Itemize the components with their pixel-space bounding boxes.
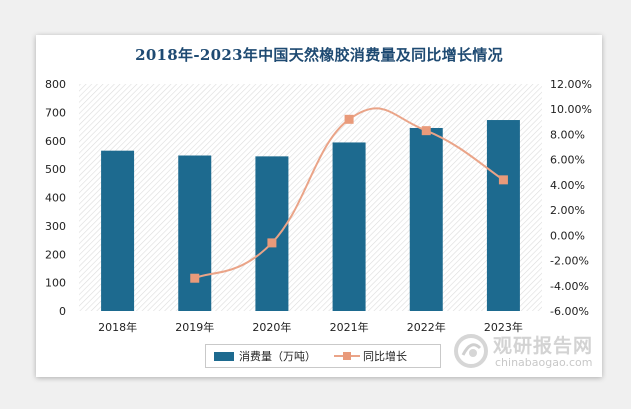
y-right-tick-label: -4.00% — [550, 280, 589, 293]
legend-swatch-bar — [214, 351, 234, 361]
y-right-tick-label: 10.00% — [550, 103, 592, 116]
y-right-tick-label: 0.00% — [550, 229, 585, 242]
bar-2018年 — [101, 150, 135, 311]
y-right-tick-label: -2.00% — [550, 255, 589, 268]
x-tick-label: 2020年 — [252, 320, 291, 334]
growth-marker-2021年 — [344, 114, 354, 124]
x-tick-label: 2018年 — [98, 320, 137, 334]
growth-marker-2019年 — [190, 273, 200, 283]
y-right-tick-label: 8.00% — [550, 128, 585, 141]
y-right-tick-label: 6.00% — [550, 154, 585, 167]
bar-2020年 — [255, 156, 289, 311]
y-left-tick-label: 100 — [45, 277, 66, 290]
watermark-text-en: chinabaogao.com — [495, 356, 593, 369]
y-right-tick-label: 12.00% — [550, 78, 592, 91]
bar-2022年 — [409, 127, 443, 311]
y-left-tick-label: 400 — [45, 192, 66, 205]
x-tick-label: 2021年 — [330, 320, 369, 334]
chart-title: 2018年-2023年中国天然橡胶消费量及同比增长情况 — [135, 46, 503, 64]
legend-item-growth: 同比增长 — [316, 348, 407, 364]
legend-label-consumption: 消费量（万吨） — [239, 350, 316, 363]
y-left-tick-label: 600 — [45, 135, 66, 148]
plot-area-background — [79, 84, 542, 311]
watermark-text-cn: 观研报告网 — [493, 335, 594, 357]
y-left-tick-label: 300 — [45, 220, 66, 233]
x-tick-label: 2019年 — [175, 320, 214, 334]
y-left-tick-label: 200 — [45, 248, 66, 261]
legend-label-growth: 同比增长 — [363, 350, 407, 363]
chart-legend: 消费量（万吨） 同比增长 — [205, 344, 441, 368]
y-right-tick-label: 2.00% — [550, 204, 585, 217]
y-left-tick-label: 700 — [45, 106, 66, 119]
y-left-tick-label: 0 — [59, 305, 66, 318]
growth-marker-2022年 — [421, 126, 431, 136]
y-left-tick-label: 800 — [45, 78, 66, 91]
y-right-tick-label: -6.00% — [550, 305, 589, 318]
y-left-tick-label: 500 — [45, 163, 66, 176]
legend-item-consumption: 消费量（万吨） — [206, 348, 316, 364]
y-right-tick-label: 4.00% — [550, 179, 585, 192]
x-tick-label: 2022年 — [407, 320, 446, 334]
watermark: 观研报告网 chinabaogao.com — [453, 331, 613, 375]
bar-2021年 — [332, 142, 366, 311]
bar-2023年 — [486, 120, 520, 311]
x-tick-label: 2023年 — [484, 320, 523, 334]
growth-marker-2023年 — [498, 175, 508, 185]
growth-marker-2020年 — [267, 238, 277, 248]
bar-2019年 — [178, 155, 212, 311]
watermark-logo-icon — [454, 334, 488, 368]
legend-swatch-line — [334, 351, 360, 361]
